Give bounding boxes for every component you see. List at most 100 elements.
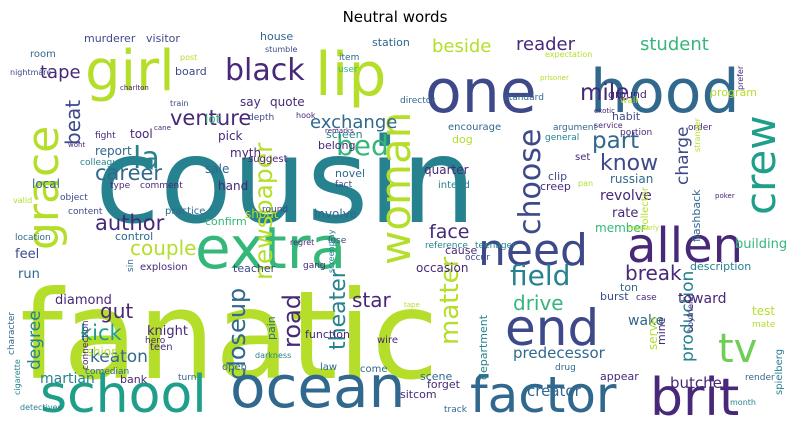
- word-ton: ton: [620, 281, 638, 294]
- word-mate: mate: [752, 320, 776, 330]
- word-grace: grace: [18, 126, 69, 250]
- word-road: road: [278, 294, 306, 348]
- word-russian: russian: [610, 172, 653, 186]
- word-extra: extra: [195, 214, 346, 282]
- word-cousin: cousin: [95, 112, 476, 250]
- word-boyfriend: boyfriend: [686, 294, 695, 332]
- word-fanatic: fanatic: [20, 265, 439, 407]
- word-theater: theater: [326, 268, 351, 350]
- word-quote: quote: [270, 95, 305, 109]
- word-dog: dog: [452, 133, 473, 146]
- word-drug: drug: [555, 363, 576, 373]
- word-tape: tape: [40, 62, 81, 83]
- word-description: description: [690, 260, 751, 273]
- word-control: control: [115, 230, 153, 243]
- word-turn: turn: [178, 373, 196, 383]
- word-poker: poker: [715, 192, 735, 200]
- word-part: part: [592, 128, 639, 154]
- word-remarks: remarks: [325, 127, 354, 135]
- word-expectation: expectation: [545, 50, 592, 59]
- word-martian: martian: [40, 371, 95, 387]
- word-train: train: [170, 99, 189, 108]
- word-item: item: [339, 53, 359, 63]
- word-crew: crew: [736, 115, 785, 215]
- word-revolve: revolve: [600, 188, 652, 204]
- word-track: track: [444, 405, 468, 415]
- word-month: month: [730, 398, 756, 407]
- word-cause: cause: [445, 244, 477, 257]
- word-allen: allen: [627, 218, 743, 274]
- word-intend: intend: [438, 180, 470, 191]
- word-shout: shout: [245, 207, 279, 221]
- word-need: need: [478, 225, 588, 276]
- word-user: user: [338, 65, 358, 75]
- word-service: service: [594, 121, 623, 130]
- word-beat: beat: [61, 100, 85, 145]
- word-production: production: [678, 271, 698, 362]
- word-order: order: [688, 123, 712, 133]
- chart-title: Neutral words: [342, 8, 448, 26]
- word-mine: mine: [655, 317, 668, 345]
- word-suggest: suggest: [248, 154, 288, 165]
- word-bank: bank: [120, 373, 148, 386]
- word-scene: scene: [420, 370, 453, 383]
- word-gut: gut: [100, 299, 133, 323]
- word-charge: charge: [673, 127, 693, 185]
- word-station: station: [372, 36, 410, 49]
- word-factor: factor: [470, 366, 617, 424]
- word-exchange: exchange: [310, 112, 397, 133]
- word-house: house: [260, 30, 293, 43]
- word-local: local: [32, 177, 60, 191]
- word-colleague: colleague: [80, 158, 124, 168]
- word-lip: lip: [315, 40, 386, 110]
- word-murderer: murderer: [84, 32, 136, 45]
- word-la: la: [133, 141, 160, 176]
- word-portion: portion: [620, 128, 652, 138]
- word-connection: connection: [81, 320, 91, 370]
- word-occur: occur: [465, 253, 490, 263]
- word-flashback: flashback: [690, 189, 703, 242]
- word-lot: lot: [205, 112, 221, 126]
- word-black: black: [225, 53, 305, 88]
- word-rate: rate: [612, 206, 638, 221]
- word-director: director: [400, 96, 435, 106]
- word-tape: tape: [404, 301, 420, 309]
- word-building: building: [735, 237, 787, 252]
- word-occasion: occasion: [416, 261, 468, 275]
- word-law: law: [320, 362, 337, 373]
- word-function: function: [305, 328, 350, 341]
- word-knight: knight: [147, 324, 188, 339]
- word-case: case: [636, 293, 657, 303]
- word-burst: burst: [600, 290, 629, 303]
- word-reference: reference: [425, 241, 468, 251]
- word-detectives: detectives: [20, 403, 62, 412]
- word-clip: clip: [548, 170, 567, 183]
- word-cane: cane: [154, 124, 171, 132]
- word-pan: pan: [578, 179, 593, 188]
- word-stranger: stranger: [693, 117, 702, 152]
- word-ground: ground: [608, 88, 647, 101]
- word-stumble: stumble: [265, 45, 297, 54]
- word-character: character: [7, 312, 17, 355]
- word-choose: choose: [513, 129, 548, 235]
- word-teen: teen: [150, 342, 173, 353]
- word-visitor: visitor: [146, 32, 180, 45]
- word-butcher: butcher: [670, 374, 729, 392]
- word-tv: tv: [718, 326, 757, 372]
- word-department: department: [477, 314, 490, 380]
- word-set: set: [575, 152, 590, 163]
- word-matter: matter: [435, 256, 465, 345]
- word-one: one: [425, 57, 537, 127]
- word-feel: feel: [15, 247, 39, 262]
- word-room: room: [30, 49, 56, 60]
- word-sitcom: sitcom: [400, 388, 437, 401]
- word-object: object: [60, 193, 88, 203]
- word-author: author: [95, 211, 165, 235]
- word-keaton: keaton: [90, 347, 148, 367]
- word-program: program: [710, 86, 757, 99]
- word-bed: bed: [336, 129, 389, 162]
- word-standard: standard: [504, 93, 544, 103]
- word-content: content: [68, 207, 103, 217]
- word-newspaper: newspaper: [249, 142, 278, 280]
- word-render: render: [745, 373, 775, 383]
